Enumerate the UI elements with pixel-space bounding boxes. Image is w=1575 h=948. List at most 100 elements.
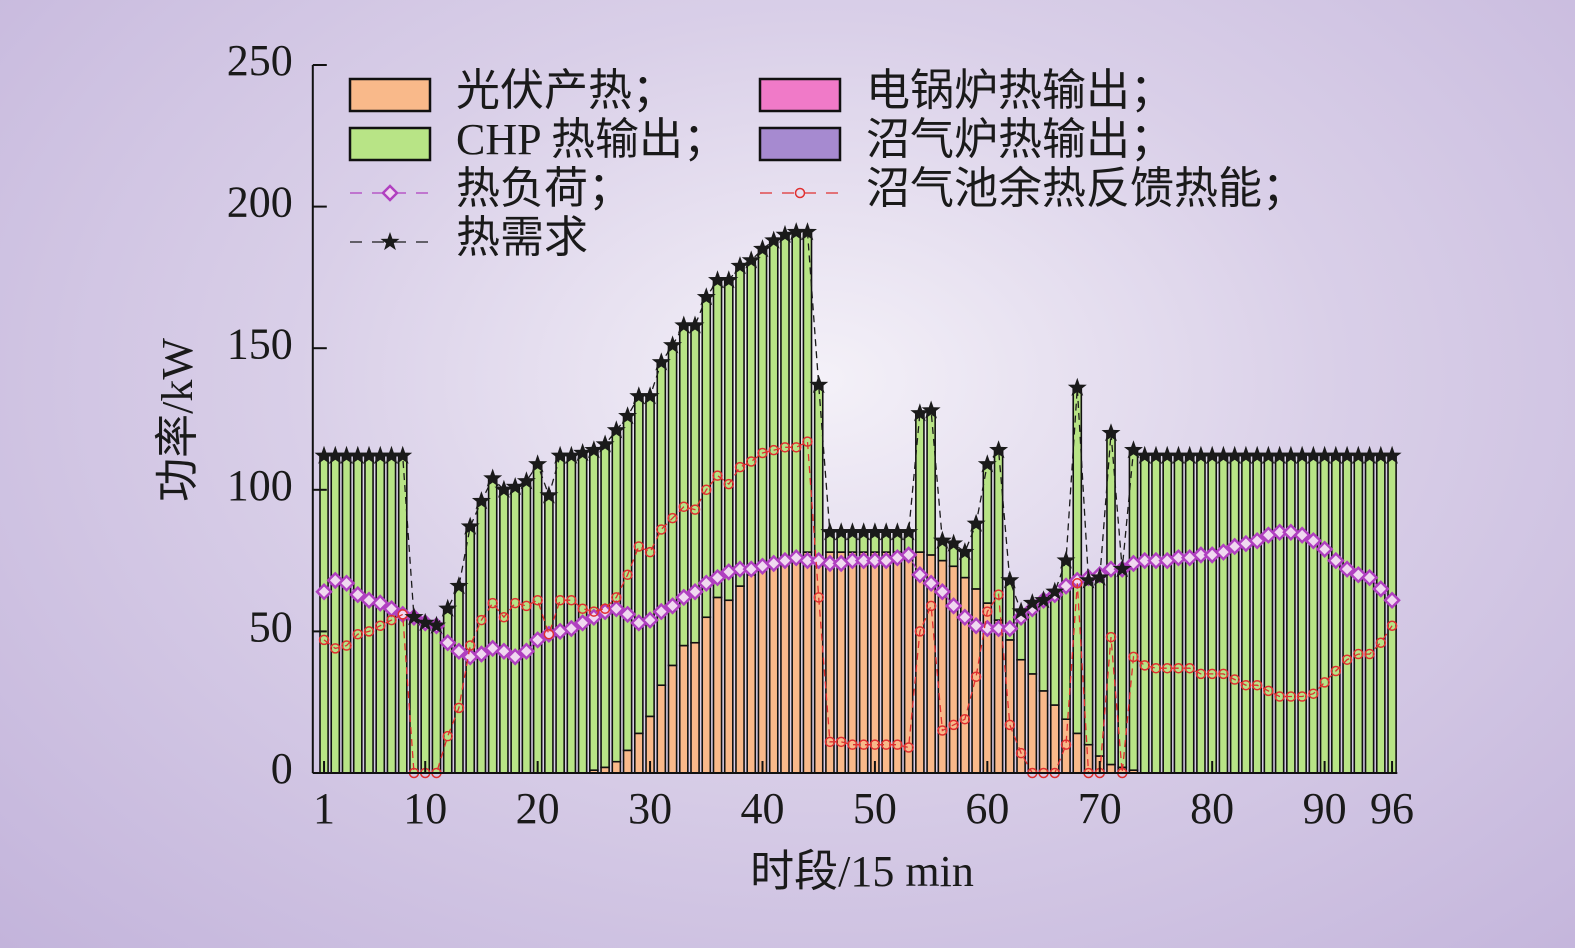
bar-segment bbox=[1342, 455, 1352, 774]
bar-segment bbox=[813, 384, 824, 562]
marker-circle bbox=[330, 643, 341, 654]
marker-star bbox=[1079, 570, 1098, 589]
bar-segment bbox=[926, 409, 936, 556]
marker-star bbox=[1135, 445, 1155, 464]
marker-star bbox=[528, 454, 548, 473]
bar-segment bbox=[667, 664, 678, 774]
bar-segment bbox=[768, 559, 779, 774]
bar-segment bbox=[836, 551, 847, 774]
marker-diamond bbox=[472, 645, 491, 663]
marker-diamond bbox=[528, 631, 547, 649]
marker-circle bbox=[835, 736, 847, 748]
marker-star bbox=[1360, 445, 1380, 464]
marker-star bbox=[674, 315, 694, 334]
marker-star bbox=[1045, 581, 1065, 600]
marker-diamond bbox=[450, 642, 468, 660]
marker-star bbox=[404, 607, 424, 626]
marker-diamond bbox=[663, 597, 682, 615]
marker-star bbox=[1270, 445, 1290, 464]
marker-circle bbox=[723, 478, 735, 490]
marker-circle bbox=[1308, 688, 1319, 699]
x-tick-label: 30 bbox=[628, 784, 672, 833]
marker-star bbox=[1034, 590, 1054, 609]
marker-diamond bbox=[607, 599, 626, 618]
bar-segment bbox=[1207, 455, 1218, 774]
bar-segment bbox=[1139, 455, 1150, 774]
bar-segment bbox=[1117, 568, 1128, 769]
marker-circle bbox=[970, 671, 982, 682]
marker-circle bbox=[521, 600, 532, 612]
y-tick-label: 50 bbox=[249, 602, 293, 651]
legend-label: 热需求 bbox=[456, 213, 588, 262]
bar-segment bbox=[375, 455, 386, 774]
marker-circle bbox=[577, 603, 588, 614]
marker-star bbox=[865, 522, 885, 541]
marker-circle bbox=[1240, 679, 1252, 691]
marker-star bbox=[955, 542, 975, 561]
marker-circle bbox=[318, 634, 330, 646]
marker-star bbox=[629, 386, 649, 405]
bar-segment bbox=[1038, 690, 1049, 774]
marker-star bbox=[1326, 445, 1346, 464]
marker-star bbox=[561, 445, 581, 464]
marker-circle bbox=[1161, 662, 1173, 674]
marker-star bbox=[380, 232, 400, 251]
x-tick-label: 60 bbox=[965, 784, 1009, 833]
marker-circle bbox=[543, 628, 555, 640]
marker-star bbox=[1067, 377, 1087, 396]
marker-diamond bbox=[438, 633, 457, 652]
marker-diamond bbox=[337, 574, 356, 593]
marker-circle bbox=[1128, 651, 1139, 663]
bar-segment bbox=[1196, 455, 1206, 774]
legend-swatch bbox=[348, 126, 432, 162]
marker-star bbox=[1213, 445, 1233, 464]
marker-star bbox=[449, 576, 469, 595]
bar-segment bbox=[364, 455, 374, 774]
marker-circle bbox=[1296, 691, 1308, 702]
marker-star bbox=[1000, 570, 1020, 589]
marker-circle bbox=[1184, 662, 1195, 674]
marker-star bbox=[1022, 593, 1042, 612]
bar-segment bbox=[1151, 455, 1161, 774]
bar-segment bbox=[915, 412, 925, 553]
marker-circle bbox=[1105, 631, 1117, 643]
bar-segment bbox=[780, 234, 790, 559]
marker-star bbox=[539, 485, 559, 504]
marker-circle bbox=[622, 569, 633, 581]
bar-segment bbox=[1319, 455, 1330, 774]
marker-circle bbox=[937, 725, 948, 736]
marker-circle bbox=[689, 504, 701, 515]
marker-star bbox=[719, 270, 739, 289]
legend-label: 热负荷； bbox=[456, 164, 632, 213]
y-tick-label: 250 bbox=[227, 36, 293, 85]
marker-diamond bbox=[371, 594, 390, 612]
marker-diamond bbox=[1293, 526, 1311, 544]
marker-circle bbox=[667, 512, 678, 524]
bar-segment bbox=[1375, 455, 1386, 774]
marker-star bbox=[741, 250, 761, 269]
legend-swatch bbox=[758, 77, 842, 113]
bar-segment bbox=[1229, 455, 1240, 774]
x-tick-label: 80 bbox=[1190, 784, 1234, 833]
bar-segment bbox=[780, 556, 790, 774]
marker-circle bbox=[1218, 668, 1229, 680]
marker-diamond bbox=[495, 642, 513, 660]
marker-diamond bbox=[573, 614, 592, 632]
bar-segment bbox=[476, 500, 487, 774]
marker-circle bbox=[794, 187, 806, 199]
marker-diamond bbox=[798, 551, 817, 570]
marker-star bbox=[753, 239, 772, 258]
marker-diamond bbox=[854, 551, 873, 570]
marker-diamond bbox=[989, 619, 1008, 638]
bar-segment bbox=[341, 455, 352, 774]
marker-diamond bbox=[978, 619, 997, 638]
marker-circle bbox=[375, 620, 386, 631]
marker-star bbox=[1168, 445, 1188, 464]
marker-diamond bbox=[1315, 540, 1334, 559]
marker-diamond bbox=[641, 611, 659, 629]
x-tick-label: 50 bbox=[853, 784, 897, 833]
marker-star bbox=[1191, 445, 1211, 464]
marker-star bbox=[427, 615, 446, 634]
bar-segment bbox=[825, 551, 835, 774]
marker-star bbox=[325, 445, 345, 464]
